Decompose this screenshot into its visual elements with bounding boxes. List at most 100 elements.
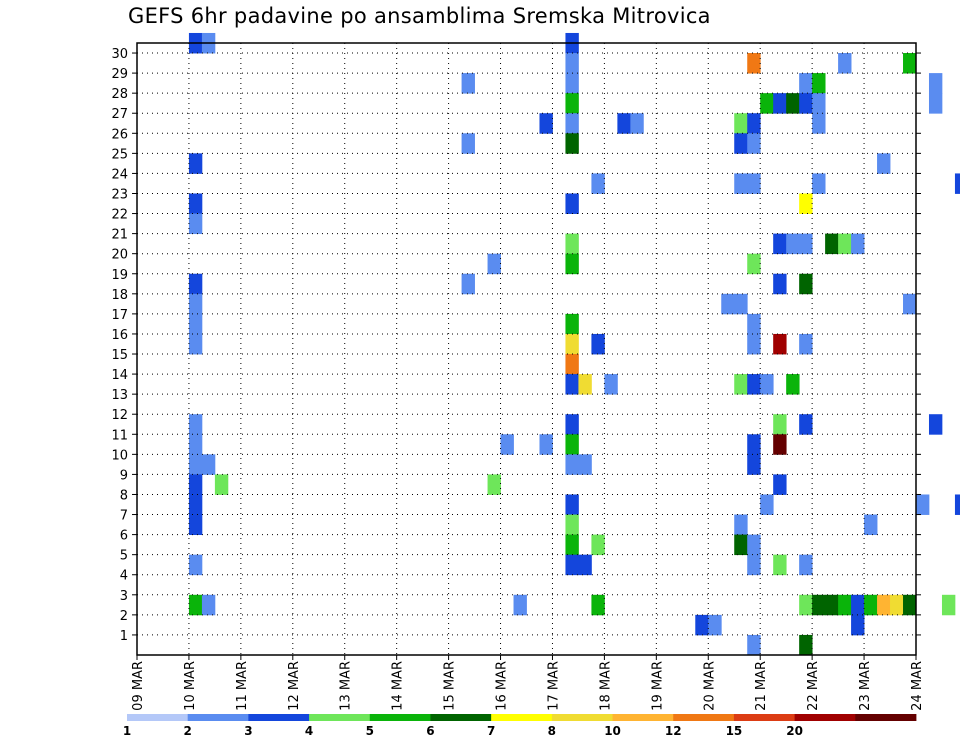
- heatmap-cell: [812, 93, 826, 114]
- heatmap-cell: [877, 594, 891, 616]
- heatmap-cell: [773, 273, 787, 295]
- y-tick-label: 6: [120, 529, 128, 544]
- heatmap-cell: [954, 173, 960, 194]
- heatmap-cell: [928, 73, 943, 94]
- heatmap-cell: [747, 333, 761, 355]
- colorbar-label: 1: [123, 724, 131, 738]
- colorbar-swatch: [733, 714, 796, 721]
- heatmap-cell: [747, 113, 761, 134]
- heatmap-cell: [188, 193, 203, 214]
- heatmap-cell: [799, 333, 813, 355]
- heatmap-cell: [591, 333, 605, 355]
- chart-title: GEFS 6hr padavine po ansamblima Sremska …: [128, 4, 711, 28]
- heatmap-cell: [851, 233, 865, 255]
- y-tick-label: 14: [111, 368, 128, 383]
- heatmap-cell: [812, 594, 826, 616]
- heatmap-cell: [591, 534, 605, 556]
- y-tick-label: 26: [111, 127, 128, 142]
- y-tick-label: 2: [120, 609, 128, 624]
- heatmap-cell: [721, 293, 735, 315]
- heatmap-cell: [565, 53, 579, 74]
- heatmap-cell: [461, 133, 475, 154]
- x-tick-label: 22 MAR: [806, 661, 821, 711]
- heatmap-cell: [578, 554, 592, 576]
- heatmap-cell: [565, 93, 579, 114]
- heatmap-cell: [487, 474, 501, 495]
- heatmap-cell: [747, 374, 761, 395]
- colorbar-swatch: [309, 714, 371, 721]
- heatmap-cell: [799, 73, 813, 94]
- heatmap-cell: [760, 374, 774, 395]
- x-tick-label: 10 MAR: [183, 661, 198, 711]
- y-tick-label: 29: [111, 67, 128, 82]
- colorbar-swatch: [673, 714, 735, 721]
- y-tick-label: 23: [111, 187, 128, 202]
- heatmap-cell: [773, 333, 787, 355]
- x-tick-label: 21 MAR: [754, 661, 769, 711]
- y-tick-label: 10: [111, 448, 128, 463]
- y-tick-label: 18: [111, 288, 128, 303]
- colorbar-swatch: [430, 714, 492, 721]
- heatmap-cell: [773, 434, 787, 455]
- y-tick-label: 16: [111, 328, 128, 343]
- x-tick-label: 24 MAR: [910, 661, 925, 711]
- heatmap-cell: [812, 113, 826, 134]
- colorbar-label: 10: [604, 724, 621, 738]
- heatmap-cell: [812, 73, 826, 94]
- heatmap-cell: [617, 113, 631, 134]
- y-tick-label: 24: [111, 167, 128, 182]
- heatmap-cell: [565, 434, 579, 455]
- heatmap-cell: [825, 594, 839, 616]
- heatmap-cell: [500, 434, 514, 455]
- heatmap-cell: [786, 374, 800, 395]
- colorbar-swatch: [551, 714, 613, 721]
- heatmap-cell: [201, 454, 216, 475]
- heatmap-cell: [591, 173, 605, 194]
- heatmap-cell: [747, 253, 761, 275]
- heatmap-cell: [851, 594, 865, 616]
- heatmap-cell: [695, 614, 709, 636]
- heatmap-cell: [513, 594, 527, 616]
- heatmap-cell: [799, 594, 813, 616]
- y-tick-label: 13: [111, 388, 128, 403]
- heatmap-cell: [747, 554, 761, 576]
- heatmap-cell: [539, 434, 553, 455]
- heatmap-cell: [734, 113, 748, 134]
- heatmap-cell: [188, 554, 203, 576]
- colorbar-label: 3: [244, 724, 252, 738]
- heatmap-cell: [565, 514, 579, 536]
- heatmap-cell: [188, 454, 203, 475]
- y-tick-label: 25: [111, 147, 128, 162]
- x-tick-label: 15 MAR: [443, 661, 458, 711]
- heatmap-cell: [773, 233, 787, 255]
- heatmap-cell: [890, 594, 904, 616]
- heatmap-cell: [747, 534, 761, 556]
- y-tick-label: 4: [120, 569, 128, 584]
- x-tick-label: 14 MAR: [391, 661, 406, 711]
- heatmap-cell: [799, 93, 813, 114]
- heatmap-cell: [799, 233, 813, 255]
- heatmap-cell: [565, 354, 579, 375]
- heatmap-cell: [565, 494, 579, 515]
- heatmap-cell: [903, 53, 917, 74]
- heatmap-cell: [539, 113, 553, 134]
- y-tick-label: 21: [111, 228, 128, 243]
- heatmap-cell: [214, 474, 229, 495]
- heatmap-cell: [188, 414, 203, 435]
- x-tick-label: 11 MAR: [235, 661, 250, 711]
- colorbar-swatch: [127, 714, 189, 721]
- heatmap-cell: [786, 93, 800, 114]
- heatmap-cell: [760, 494, 774, 515]
- heatmap-cell: [188, 333, 203, 355]
- heatmap-cell: [565, 333, 579, 355]
- colorbar-swatch: [855, 714, 917, 721]
- heatmap-cell: [565, 414, 579, 435]
- colorbar-swatch: [612, 714, 674, 721]
- heatmap-cell: [188, 514, 203, 536]
- x-tick-label: 18 MAR: [598, 661, 613, 711]
- heatmap-cell: [799, 193, 813, 214]
- heatmap-cell: [928, 93, 943, 114]
- heatmap-cell: [747, 173, 761, 194]
- heatmap-cell: [188, 213, 203, 235]
